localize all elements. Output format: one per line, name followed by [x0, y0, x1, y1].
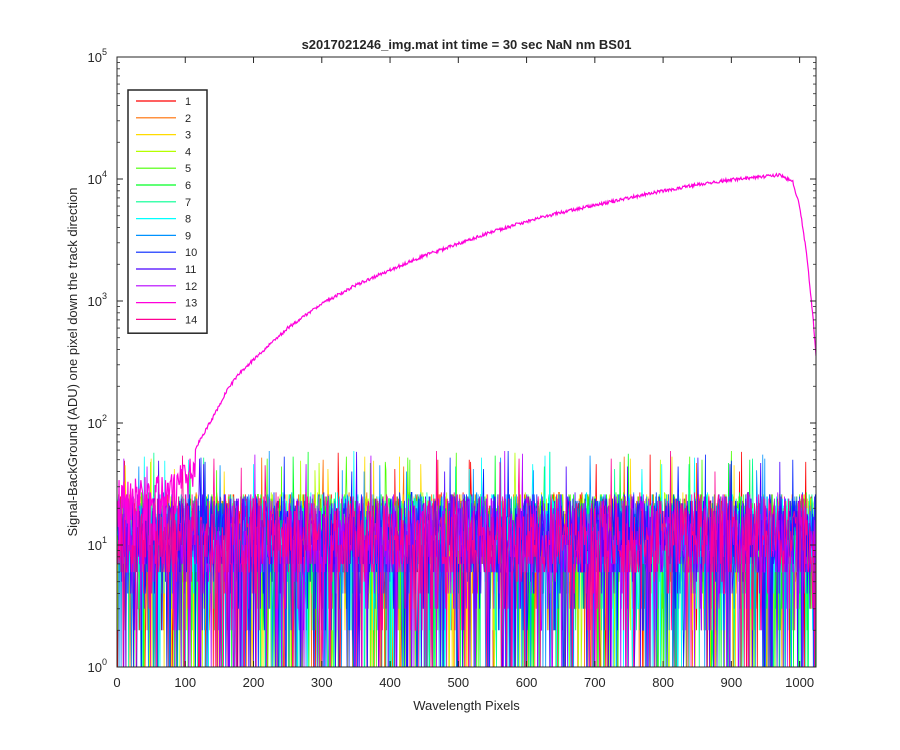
y-tick-label: 102 — [88, 413, 107, 431]
legend-box — [127, 89, 208, 334]
series-line-12 — [117, 450, 816, 667]
legend-label-10: 10 — [185, 247, 197, 259]
x-tick-label: 100 — [174, 675, 196, 690]
series-line-13 — [117, 172, 816, 551]
x-tick-label: 400 — [379, 675, 401, 690]
data-layer — [117, 172, 816, 667]
y-axis-label: Signal-BackGround (ADU) one pixel down t… — [65, 187, 80, 536]
legend-label-4: 4 — [185, 146, 191, 158]
x-tick-label: 900 — [721, 675, 743, 690]
x-tick-label: 600 — [516, 675, 538, 690]
legend-label-9: 9 — [185, 230, 191, 242]
legend-label-13: 13 — [185, 298, 197, 310]
tick-layer: 0 100 200 300 400 500 600 700 800 900 100010010110… — [88, 47, 816, 690]
legend-label-12: 12 — [185, 281, 197, 293]
legend-label-11: 11 — [185, 264, 196, 276]
y-tick-label: 104 — [88, 169, 107, 187]
y-tick-label: 105 — [88, 47, 107, 65]
y-tick-label: 100 — [88, 657, 107, 675]
legend-label-2: 2 — [185, 113, 191, 125]
legend-label-1: 1 — [185, 96, 191, 108]
legend-label-14: 14 — [185, 314, 197, 326]
legend-label-7: 7 — [185, 197, 191, 209]
legend-label-6: 6 — [185, 180, 191, 192]
x-tick-label: 1000 — [785, 675, 814, 690]
y-tick-label: 103 — [88, 291, 107, 309]
x-tick-label: 700 — [584, 675, 606, 690]
chart-title: s2017021246_img.mat int time = 30 sec Na… — [302, 37, 632, 52]
x-axis-label: Wavelength Pixels — [413, 698, 520, 713]
legend-label-3: 3 — [185, 130, 191, 142]
x-tick-label: 0 — [113, 675, 120, 690]
y-tick-label: 101 — [88, 535, 107, 553]
x-tick-label: 800 — [652, 675, 674, 690]
axes-box — [116, 56, 817, 668]
series-line-14 — [117, 450, 816, 667]
legend-label-8: 8 — [185, 214, 191, 226]
x-tick-label: 500 — [447, 675, 469, 690]
legend-label-5: 5 — [185, 163, 191, 175]
x-tick-label: 200 — [243, 675, 265, 690]
x-tick-label: 300 — [311, 675, 333, 690]
